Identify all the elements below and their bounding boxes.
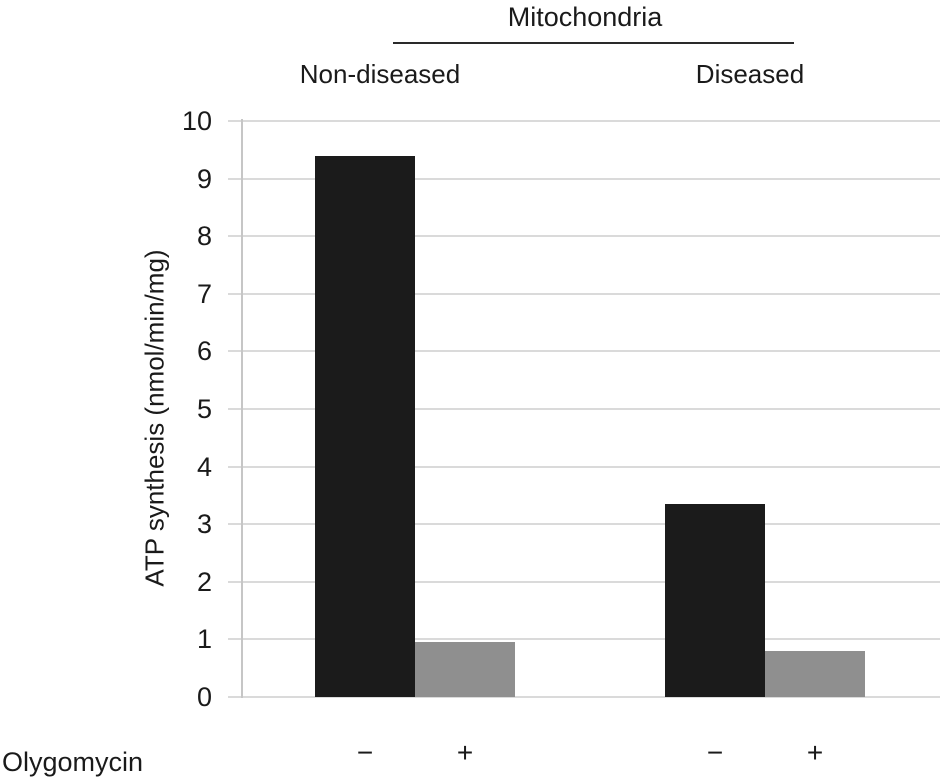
y-axis-line [241,119,243,698]
y-tick-label-6: 6 [196,336,212,367]
group-label-diseased: Diseased [695,59,805,89]
y-tick-label-10: 10 [181,106,212,136]
y-tick-label-2: 2 [196,566,212,597]
gridline-1 [228,638,940,641]
x-axis-title: Olygomycin [2,747,144,777]
gridline-6 [228,350,940,353]
gridline-8 [228,235,940,238]
gridline-9 [228,177,940,180]
chart-title: Mitochondria [507,2,663,32]
olygomycin-sign-non-diseased-0: − [356,737,374,768]
olygomycin-sign-diseased-0: − [706,737,724,768]
bar-diseased-plus-olygomycin [765,650,865,697]
gridline-10 [228,120,940,122]
gridline-7 [228,292,940,295]
gridline-5 [228,408,940,410]
group-label-non-diseased: Non-diseased [299,59,461,89]
bar-non-diseased-minus-olygomycin [315,155,415,697]
gridline-3 [228,523,940,526]
y-tick-label-8: 8 [196,221,212,252]
y-tick-label-7: 7 [196,278,212,309]
olygomycin-sign-non-diseased-1: + [456,737,474,768]
y-tick-label-0: 0 [196,682,212,712]
bar-diseased-minus-olygomycin [665,504,765,697]
gridline-4 [228,465,940,468]
y-tick-label-5: 5 [196,394,212,424]
gridline-2 [228,580,940,583]
bar-non-diseased-plus-olygomycin [415,642,515,697]
y-tick-label-1: 1 [196,624,212,655]
olygomycin-sign-diseased-1: + [806,737,824,768]
y-tick-label-9: 9 [196,163,212,194]
y-tick-label-3: 3 [196,509,212,540]
title-underline [393,42,794,44]
gridline-0 [228,696,940,698]
y-tick-label-4: 4 [196,451,212,482]
